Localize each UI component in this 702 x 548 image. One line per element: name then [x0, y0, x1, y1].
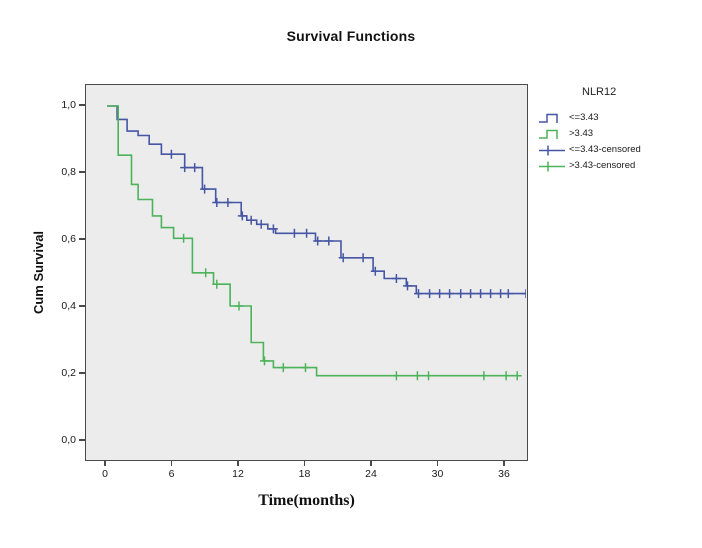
x-tick-mark: [503, 461, 505, 466]
x-tick-label: 18: [298, 468, 311, 480]
y-tick-label: 0,6: [61, 232, 76, 245]
x-tick-label: 36: [498, 468, 510, 480]
y-tick-mark: [79, 171, 85, 173]
legend-entry-gt343-censored: >3.43-censored: [538, 158, 698, 173]
survival-plot-svg: [107, 105, 526, 381]
x-tick-mark: [436, 461, 439, 466]
legend-censor-cross-icon: [539, 145, 565, 155]
legend-title: NLR12: [582, 86, 617, 98]
x-tick-label: 12: [232, 468, 244, 480]
legend: NLR12 <=3.43 >3.43 <=3.43-censored >3.43-ce…: [538, 86, 698, 174]
plot-area: [85, 84, 528, 461]
survival-curve-gt343: [107, 105, 519, 377]
legend-entry-le343: <=3.43: [538, 110, 698, 125]
x-tick-mark: [370, 461, 372, 466]
legend-entries: <=3.43 >3.43 <=3.43-censored >3.43-censored: [538, 110, 698, 173]
legend-step-line-icon: [539, 113, 558, 123]
x-tick-mark: [170, 461, 173, 466]
censor-marks-gt343: [179, 233, 522, 381]
y-tick-label: 0,0: [61, 433, 76, 446]
legend-entry-label: <=3.43: [569, 112, 599, 123]
legend-entry-le343-censored: <=3.43-censored: [538, 142, 698, 157]
y-tick-mark: [79, 238, 85, 240]
x-tick-mark: [237, 461, 239, 466]
y-tick-label: 1,0: [61, 98, 76, 111]
x-tick-label: 24: [365, 468, 377, 480]
x-tick-mark: [104, 461, 106, 466]
x-tick-label: 0: [102, 468, 108, 480]
x-tick-label: 6: [168, 468, 175, 480]
y-tick-mark: [79, 372, 85, 374]
x-axis-label: Time(months): [258, 492, 355, 509]
legend-entry-gt343: >3.43: [538, 126, 698, 141]
censor-marks-le343: [166, 149, 526, 299]
y-tick-mark: [79, 305, 85, 307]
legend-entry-label: >3.43-censored: [569, 160, 636, 171]
y-tick-label: 0,8: [61, 165, 76, 178]
y-tick-label: 0,4: [61, 299, 76, 312]
legend-entry-label: >3.43: [569, 128, 594, 139]
y-tick-mark: [79, 439, 85, 441]
y-tick-mark: [79, 104, 85, 106]
y-axis-label: Cum Survival: [31, 230, 47, 315]
legend-entry-label: <=3.43-censored: [569, 144, 641, 155]
chart-title: Survival Functions: [286, 28, 416, 44]
legend-censor-cross-icon: [539, 161, 565, 171]
y-tick-label: 0,2: [61, 366, 76, 379]
x-tick-label: 30: [431, 468, 444, 480]
x-tick-mark: [303, 461, 306, 466]
legend-step-line-icon: [539, 129, 558, 139]
survival-curve-le343: [107, 105, 526, 295]
